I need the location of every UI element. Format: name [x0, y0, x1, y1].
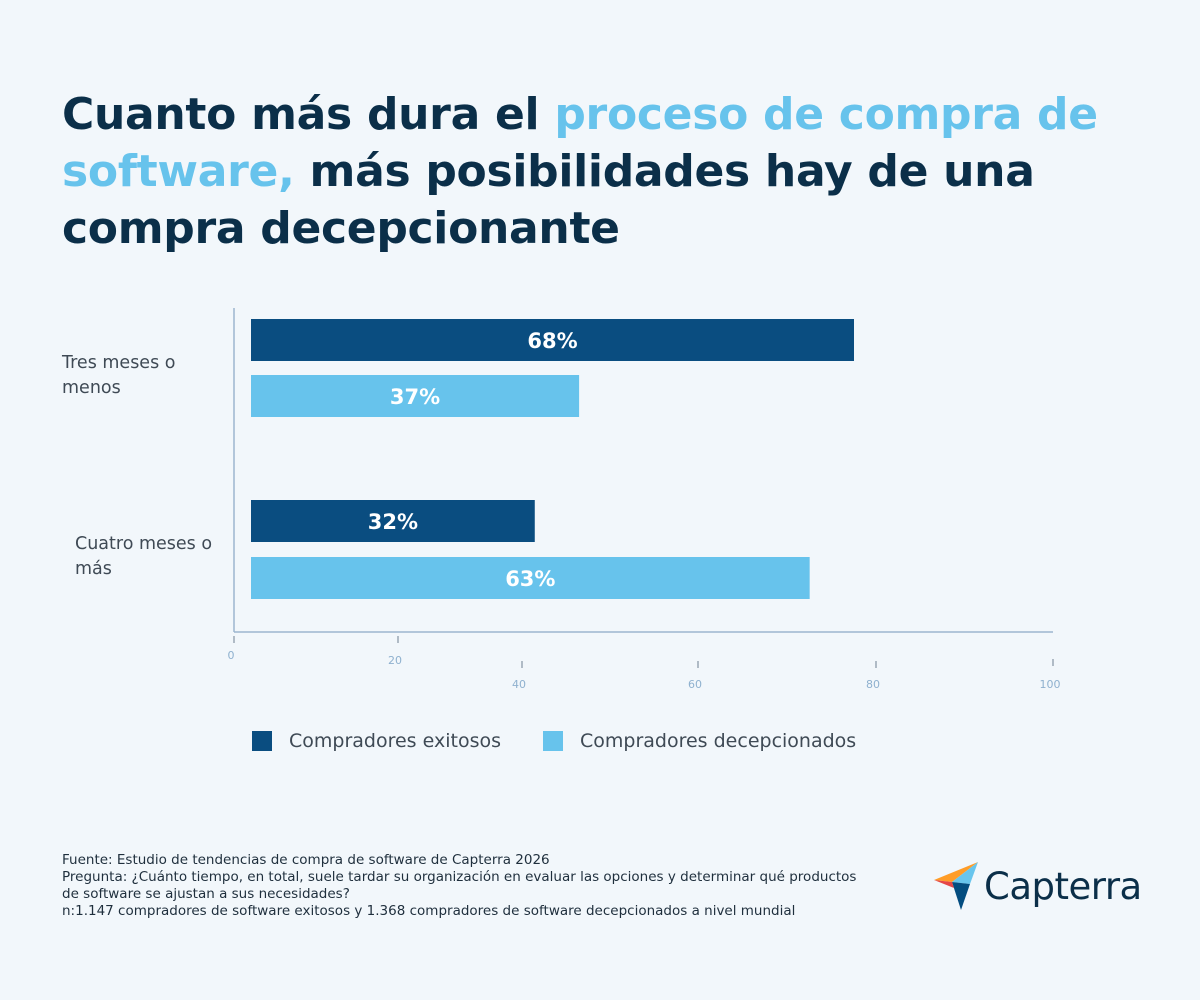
footer-notes: Fuente: Estudio de tendencias de compra …: [62, 852, 862, 920]
legend-swatch-successful: [252, 731, 272, 751]
bar: [251, 500, 535, 542]
footer-sample: n:1.147 compradores de software exitosos…: [62, 903, 796, 919]
bar-value-label: 63%: [505, 567, 555, 591]
category-label: más: [75, 559, 112, 579]
x-tick-label: 80: [866, 678, 880, 691]
capterra-arrow-icon: [934, 862, 978, 910]
x-tick-label: 0: [228, 649, 235, 662]
bar: [251, 375, 580, 417]
category-label: Cuatro meses o: [75, 534, 212, 554]
chart-legend: Compradores exitosos Compradores decepci…: [252, 730, 898, 752]
x-tick-label: 20: [388, 654, 402, 667]
bar-value-label: 68%: [527, 329, 577, 353]
bar: [251, 557, 810, 599]
legend-label-disappointed: Compradores decepcionados: [580, 730, 857, 752]
legend-label-successful: Compradores exitosos: [289, 730, 501, 752]
legend-item-disappointed: Compradores decepcionados: [543, 730, 856, 752]
x-tick-label: 100: [1040, 678, 1061, 691]
bar-value-label: 32%: [368, 510, 418, 534]
title-part2: más posibilidades hay de una compra dece…: [62, 146, 1035, 254]
bar-chart: 0 20 40 60 80 100 Tres meses o menos Cuatro mese…: [61, 308, 1061, 691]
capterra-logo: Capterra: [932, 862, 1142, 910]
capterra-logo-text: Capterra: [984, 864, 1142, 908]
bar-value-label: 37%: [390, 385, 440, 409]
bar: [251, 319, 854, 361]
chart-title: Cuanto más dura el proceso de compra de …: [62, 86, 1162, 257]
title-highlight: proceso de compra de software,: [62, 89, 1098, 197]
x-tick-label: 40: [512, 678, 526, 691]
footer-question: Pregunta: ¿Cuánto tiempo, en total, suel…: [62, 869, 857, 902]
footer-source: Fuente: Estudio de tendencias de compra …: [62, 852, 550, 868]
legend-item-successful: Compradores exitosos: [252, 730, 501, 752]
category-label: menos: [62, 378, 121, 398]
title-part1: Cuanto más dura el: [62, 89, 555, 140]
legend-swatch-disappointed: [543, 731, 563, 751]
category-label: Tres meses o: [61, 353, 175, 373]
x-tick-label: 60: [688, 678, 702, 691]
